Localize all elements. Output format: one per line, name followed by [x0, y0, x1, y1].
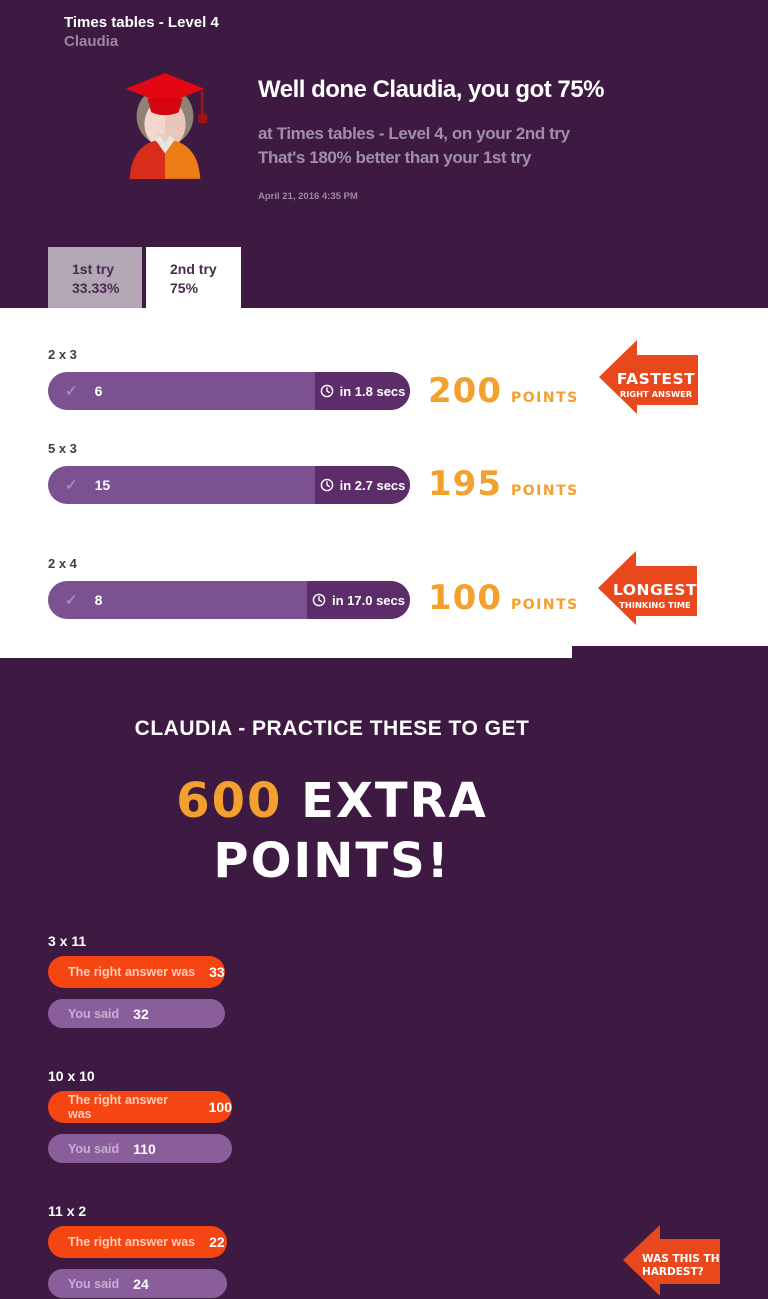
answer-bar: ✓ 15 in 2.7 secs	[48, 466, 410, 504]
bonus-word-points: POINTS!	[213, 833, 451, 889]
result-sublines: at Times tables - Level 4, on your 2nd t…	[258, 122, 570, 170]
result-row: 2 x 4 ✓ 8 in 17.0 secs	[48, 556, 568, 619]
badge-line1: WAS THIS THE	[642, 1253, 720, 1265]
answer-value: 6	[94, 383, 103, 399]
tab-first-try-label: 1st try	[72, 261, 115, 277]
your-answer-pill: You said 32	[48, 999, 225, 1028]
result-row: 2 x 3 ✓ 6 in 1.8 secs	[48, 347, 568, 410]
bonus-points-number: 600	[176, 773, 283, 829]
practice-question: 10 x 10	[48, 1068, 95, 1084]
your-answer-label: You said	[68, 1141, 120, 1156]
points-value: 100	[428, 578, 502, 618]
tab-first-try[interactable]: 1st try 33.33%	[48, 247, 142, 308]
right-answer-label: The right answer was	[68, 1235, 196, 1249]
question-label: 5 x 3	[48, 441, 77, 456]
right-answer-pill: The right answer was 33	[48, 956, 225, 988]
result-subline-try: at Times tables - Level 4, on your 2nd t…	[258, 124, 570, 143]
check-icon: ✓	[65, 383, 78, 400]
your-answer-value: 24	[133, 1275, 149, 1292]
answer-bar: ✓ 6 in 1.8 secs	[48, 372, 410, 410]
time-segment: in 2.7 secs	[315, 466, 410, 504]
answer-time: in 17.0 secs	[332, 592, 405, 608]
time-segment: in 17.0 secs	[307, 581, 410, 619]
practice-item: 11 x 2 The right answer was 22 You said …	[48, 1203, 227, 1298]
right-answer-pill: The right answer was 22	[48, 1226, 227, 1258]
badge-line1: LONGEST	[613, 581, 697, 599]
fastest-answer-arrow-icon: FASTEST RIGHT ANSWER	[599, 340, 698, 414]
tab-first-try-score: 33.33%	[72, 280, 120, 296]
check-icon: ✓	[65, 592, 78, 609]
answer-bar: ✓ 8 in 17.0 secs	[48, 581, 410, 619]
result-subline-improvement: That's 180% better than your 1st try	[258, 148, 532, 167]
your-answer-label: You said	[68, 1006, 120, 1021]
your-answer-value: 32	[133, 1005, 149, 1022]
points-value: 200	[428, 371, 502, 411]
right-answer-value: 100	[208, 1099, 232, 1115]
tab-second-try-score: 75%	[170, 280, 199, 296]
badge-line2: RIGHT ANSWER	[620, 389, 693, 399]
question-label: 2 x 4	[48, 556, 77, 571]
answer-time: in 1.8 secs	[339, 383, 406, 399]
tab-second-try[interactable]: 2nd try 75%	[146, 247, 241, 309]
graduate-avatar-icon	[125, 73, 208, 179]
right-answer-value: 33	[209, 964, 225, 980]
attempt-timestamp: April 21, 2016 4:35 PM	[258, 191, 358, 202]
time-segment: in 1.8 secs	[315, 372, 410, 410]
practice-question: 11 x 2	[48, 1203, 87, 1219]
points-unit: POINTS	[510, 483, 579, 499]
points-unit: POINTS	[510, 597, 579, 613]
practice-item: 3 x 11 The right answer was 33 You said …	[48, 933, 225, 1028]
practice-question: 3 x 11	[48, 933, 87, 949]
question-label: 2 x 3	[48, 347, 77, 362]
answer-value: 8	[94, 592, 103, 608]
check-icon: ✓	[65, 477, 78, 494]
tab-second-try-label: 2nd try	[170, 261, 217, 277]
answer-time: in 2.7 secs	[339, 477, 406, 493]
result-headline: Well done Claudia, you got 75%	[258, 76, 604, 103]
quiz-title: Times tables - Level 4	[64, 14, 219, 31]
badge-line2: HARDEST?	[642, 1266, 704, 1278]
bonus-points-banner: 600 EXTRA POINTS!	[0, 771, 664, 891]
result-row: 5 x 3 ✓ 15 in 2.7 secs	[48, 441, 568, 504]
your-answer-label: You said	[68, 1276, 120, 1291]
hardest-question-arrow-icon: WAS THIS THE HARDEST?	[623, 1225, 720, 1296]
badge-line1: FASTEST	[617, 370, 695, 388]
right-answer-label: The right answer was	[68, 1093, 169, 1121]
points-value: 195	[428, 464, 502, 504]
bonus-word-extra: EXTRA	[301, 773, 488, 829]
right-answer-label: The right answer was	[68, 965, 196, 979]
student-name: Claudia	[64, 33, 119, 50]
points-earned: 100 POINTS	[428, 578, 579, 618]
clock-icon	[312, 593, 326, 607]
your-answer-pill: You said 24	[48, 1269, 227, 1298]
practice-item: 10 x 10 The right answer was 100 You sai…	[48, 1068, 232, 1163]
longest-thinking-arrow-icon: LONGEST THINKING TIME	[598, 551, 697, 625]
points-unit: POINTS	[510, 390, 579, 406]
right-answer-value: 22	[209, 1234, 225, 1250]
points-earned: 195 POINTS	[428, 464, 579, 504]
practice-heading: CLAUDIA - PRACTICE THESE TO GET	[134, 717, 530, 740]
answer-value: 15	[94, 477, 111, 493]
clock-icon	[320, 478, 333, 492]
panel-corner-notch	[572, 646, 768, 658]
your-answer-pill: You said 110	[48, 1134, 232, 1163]
right-answer-pill: The right answer was 100	[48, 1091, 232, 1123]
clock-icon	[320, 384, 333, 398]
points-earned: 200 POINTS	[428, 371, 579, 411]
your-answer-value: 110	[133, 1140, 156, 1157]
badge-line2: THINKING TIME	[619, 600, 691, 610]
